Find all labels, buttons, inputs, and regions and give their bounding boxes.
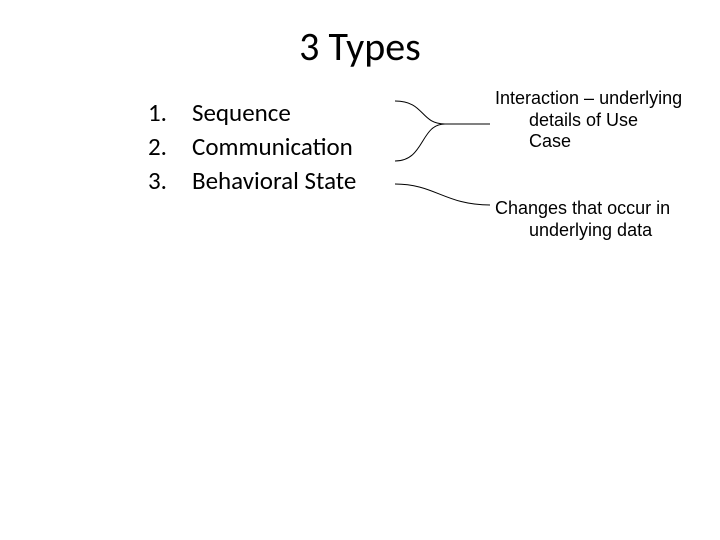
brace-connector-icon — [395, 95, 490, 167]
annotation-text: details of Use — [495, 110, 720, 132]
slide-title: 3 Types — [0, 22, 720, 71]
list-number: 3. — [148, 164, 192, 198]
type-list: 1. Sequence 2. Communication 3. Behavior… — [148, 96, 356, 197]
list-label: Communication — [192, 130, 353, 164]
annotation-changes: Changes that occur in underlying data — [495, 198, 705, 241]
list-item: 2. Communication — [148, 130, 356, 164]
annotation-text: Changes that occur in — [495, 198, 670, 218]
annotation-text: underlying data — [495, 220, 705, 242]
slide: 3 Types 1. Sequence 2. Communication 3. … — [0, 0, 720, 540]
list-item: 1. Sequence — [148, 96, 356, 130]
annotation-text: Case — [495, 131, 720, 153]
list-label: Sequence — [192, 96, 291, 130]
list-number: 2. — [148, 130, 192, 164]
line-connector-icon — [395, 182, 490, 207]
annotation-text: Interaction – underlying — [495, 88, 682, 108]
list-item: 3. Behavioral State — [148, 164, 356, 198]
list-label: Behavioral State — [192, 164, 356, 198]
list-number: 1. — [148, 96, 192, 130]
annotation-interaction: Interaction – underlying details of Use … — [495, 88, 720, 153]
